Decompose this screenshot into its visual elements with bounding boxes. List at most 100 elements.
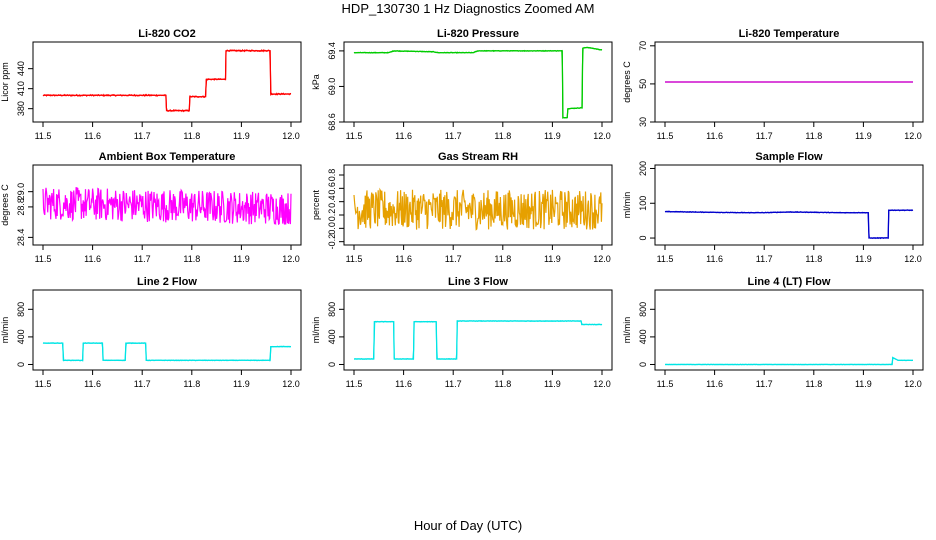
x-tick-label: 11.9 [544, 379, 561, 389]
series-line-steps [43, 342, 291, 361]
x-tick-label: 11.8 [494, 131, 511, 141]
x-tick-label: 11.6 [84, 254, 101, 264]
y-tick-label: 800 [16, 302, 26, 317]
series-line [42, 187, 292, 226]
y-tick-label: 0.8 [327, 169, 337, 182]
y-tick-label: 0 [16, 362, 26, 367]
y-tick-label: 100 [638, 196, 648, 211]
y-axis-label: Licor ppm [0, 62, 10, 102]
series-line-steps [664, 209, 913, 239]
plot-frame [343, 41, 613, 123]
plot-frame [343, 289, 613, 371]
y-tick-label: 400 [327, 329, 337, 344]
y-tick-label: 800 [327, 302, 337, 317]
x-tick-label: 11.6 [84, 131, 101, 141]
y-tick-label: 0.6 [327, 182, 337, 195]
x-tick-label: 11.5 [657, 254, 674, 264]
panel-4: Ambient Box Temperature 11.5 11.6 11.7 11.8 1… [0, 151, 302, 264]
x-tick-label: 11.9 [855, 379, 872, 389]
y-axis-label: ml/min [622, 317, 632, 344]
x-tick-label: 11.9 [855, 254, 872, 264]
x-tick-label: 12.0 [282, 131, 300, 141]
x-tick-label: 12.0 [904, 131, 922, 141]
x-tick-label: 11.5 [346, 254, 363, 264]
y-axis-label: ml/min [0, 317, 10, 344]
x-tick-label: 11.6 [84, 379, 101, 389]
y-tick-label: 29.0 [16, 183, 26, 201]
x-tick-label: 11.6 [706, 254, 723, 264]
panel-6: Sample Flow 11.5 11.6 11.7 11.8 11.9 12.0 0 100 2… [622, 151, 924, 264]
x-tick-label: 11.8 [183, 254, 200, 264]
y-tick-label: 800 [638, 302, 648, 317]
y-tick-label: 410 [16, 81, 26, 96]
series-line [42, 48, 292, 113]
y-tick-label: 440 [16, 61, 26, 76]
x-tick-label: 11.5 [35, 254, 52, 264]
y-tick-label: 0 [638, 236, 648, 241]
y-tick-label: 0.2 [327, 209, 337, 222]
y-tick-label: 68.6 [327, 113, 337, 131]
panel-1: Li-820 CO2 11.5 11.6 11.7 11.8 11.9 12.0 380 410… [0, 28, 302, 141]
x-tick-label: 11.7 [134, 379, 151, 389]
x-tick-label: 11.5 [657, 131, 674, 141]
x-tick-label: 11.9 [544, 131, 561, 141]
y-axis-label: ml/min [311, 317, 321, 344]
x-tick-label: 11.8 [183, 379, 200, 389]
x-tick-label: 12.0 [282, 379, 300, 389]
series-line [353, 46, 603, 120]
x-tick-label: 12.0 [904, 379, 922, 389]
plot-frame [32, 289, 302, 371]
y-axis-label: ml/min [622, 192, 632, 219]
panel-title: Line 2 Flow [137, 276, 197, 288]
panel-title: Li-820 Pressure [437, 28, 519, 40]
x-tick-label: 11.7 [756, 379, 773, 389]
panel-title: Li-820 Temperature [739, 28, 840, 40]
x-tick-label: 11.7 [134, 131, 151, 141]
y-tick-label: 28.4 [16, 229, 26, 247]
y-tick-label: -0.2 [327, 234, 337, 250]
panel-9: Line 4 (LT) Flow 11.5 11.6 11.7 11.8 11.9 12.0… [622, 276, 924, 389]
x-tick-label: 11.7 [134, 254, 151, 264]
x-tick-label: 11.8 [494, 379, 511, 389]
y-tick-label: 69.0 [327, 78, 337, 96]
y-tick-label: 400 [638, 329, 648, 344]
panel-8: Line 3 Flow 11.5 11.6 11.7 11.8 11.9 12.0 0 400 8… [311, 276, 613, 389]
x-tick-label: 11.5 [346, 131, 363, 141]
x-tick-label: 11.8 [805, 131, 822, 141]
x-tick-label: 11.5 [35, 379, 52, 389]
y-tick-label: 380 [16, 101, 26, 116]
x-tick-label: 11.9 [544, 254, 561, 264]
x-tick-label: 11.7 [445, 254, 462, 264]
x-tick-label: 12.0 [593, 131, 611, 141]
series-line-steps [354, 46, 603, 119]
y-tick-label: 0.4 [327, 195, 337, 208]
plot-frame [654, 41, 924, 123]
panel-title: Sample Flow [755, 151, 823, 163]
y-tick-label: 400 [16, 329, 26, 344]
y-tick-label: 28.8 [16, 198, 26, 216]
x-tick-label: 12.0 [282, 254, 300, 264]
x-tick-label: 11.8 [805, 254, 822, 264]
series-line [353, 187, 603, 231]
x-tick-label: 11.8 [805, 379, 822, 389]
series-line-steps [354, 320, 602, 360]
plot-frame [654, 289, 924, 371]
x-tick-label: 12.0 [593, 254, 611, 264]
series-line-steps [665, 356, 913, 366]
panel-3: Li-820 Temperature 11.5 11.6 11.7 11.8 11.9 12… [622, 28, 924, 141]
x-tick-label: 11.9 [233, 131, 250, 141]
series-line [42, 341, 291, 362]
x-tick-label: 11.8 [494, 254, 511, 264]
y-tick-label: 69.4 [327, 42, 337, 60]
figure-title: HDP_130730 1 Hz Diagnostics Zoomed AM [341, 1, 595, 16]
y-tick-label: 30 [638, 117, 648, 127]
y-tick-label: 0 [327, 362, 337, 367]
plot-frame [32, 41, 302, 123]
x-tick-label: 12.0 [593, 379, 611, 389]
series-line [665, 356, 913, 366]
panel-7: Line 2 Flow 11.5 11.6 11.7 11.8 11.9 12.0 0 400 8… [0, 276, 302, 389]
x-tick-label: 11.6 [395, 131, 412, 141]
plot-frame [654, 164, 924, 246]
y-tick-label: 200 [638, 161, 648, 176]
